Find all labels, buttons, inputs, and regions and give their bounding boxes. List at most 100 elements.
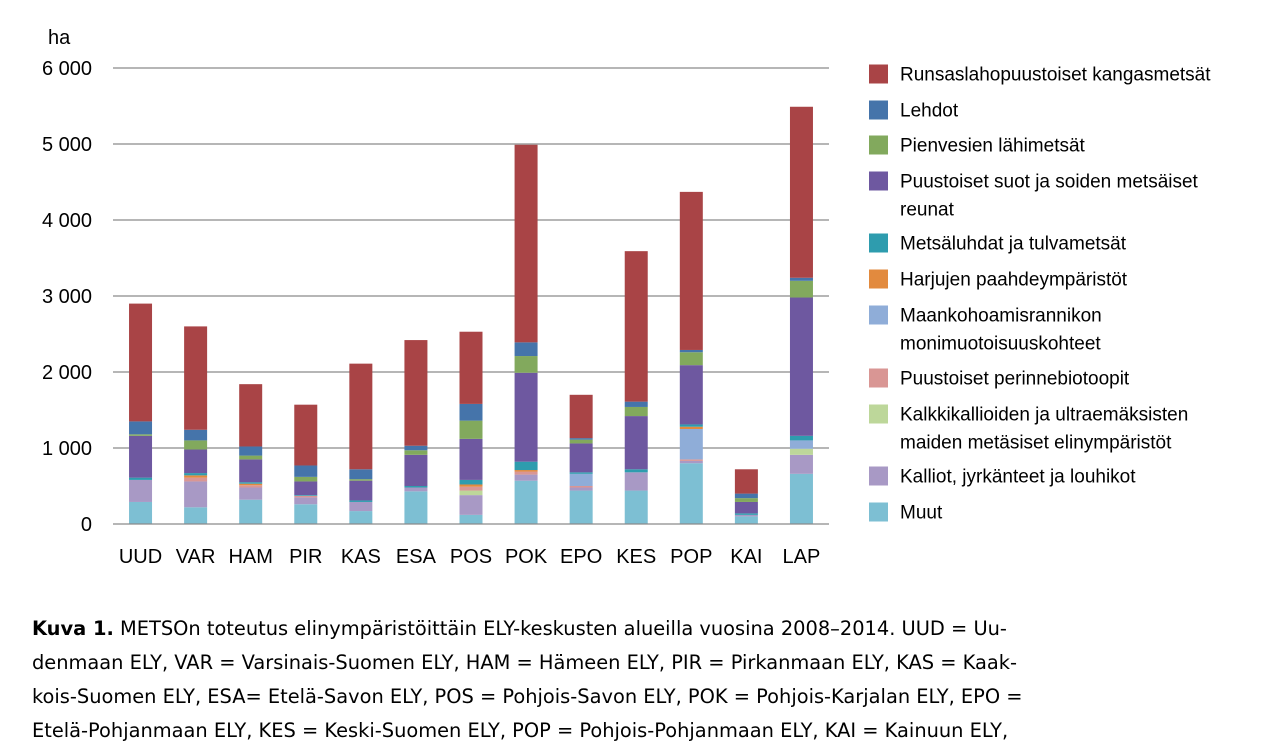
bar-segment [679, 429, 703, 460]
bar-segment [184, 477, 208, 482]
bar-segment [129, 434, 153, 436]
y-axis-ticks: 0 1 000 2 000 3 000 4 000 5 000 6 000 [42, 58, 92, 536]
bar-segment [624, 401, 648, 407]
bar-segment [129, 501, 153, 524]
bar-segment [239, 485, 263, 488]
x-tick-label: ESA [396, 546, 437, 568]
x-tick-label: LAP [783, 546, 821, 568]
bar-segment [679, 352, 703, 366]
bar-segment [184, 481, 208, 508]
bar-segment [349, 500, 373, 502]
bar-segment [679, 424, 703, 427]
bar-segment [239, 446, 263, 456]
bar-segment [789, 454, 813, 474]
bar-segment [239, 483, 263, 486]
bar-segment [239, 455, 263, 460]
legend-swatch [869, 502, 888, 522]
bar-segment [514, 470, 538, 472]
bar-segment [514, 474, 538, 481]
stacked-bar-chart: ha 0 1 000 2 000 3 000 4 000 5 000 6 000 UUD VA… [42, 27, 1211, 568]
bar-segment [294, 504, 318, 524]
bar-segment [624, 490, 648, 524]
bar-segment [789, 435, 813, 441]
bar-segment [239, 459, 263, 483]
bar-segment [789, 277, 813, 281]
legend-label: Pienvesien lähimetsät [900, 136, 1086, 157]
bar-segment [569, 439, 593, 444]
x-tick-label: VAR [176, 546, 216, 568]
y-tick-label: 6 000 [42, 58, 92, 80]
bar-segment [514, 144, 538, 343]
legend-label: Lehdot [900, 101, 959, 122]
bar-segment [349, 501, 373, 512]
bar-segment [734, 469, 758, 494]
bar-segment [679, 349, 703, 353]
y-tick-label: 2 000 [42, 362, 92, 384]
bar-segment [514, 480, 538, 524]
bar-segment [184, 326, 208, 430]
x-tick-label: POS [450, 546, 492, 568]
bar-segment [404, 491, 428, 524]
bar-segment [459, 331, 483, 404]
bar-segment [294, 465, 318, 477]
bar-segment [734, 514, 758, 517]
bar-segment [184, 475, 208, 478]
bar-segment [734, 513, 758, 515]
bar-segment [129, 435, 153, 478]
bar-segment [404, 340, 428, 446]
bar-segment [129, 303, 153, 422]
legend-swatch [869, 404, 888, 424]
bar-segment [569, 486, 593, 488]
bar-segment [294, 481, 318, 496]
x-tick-label: UUD [119, 546, 162, 568]
bar-segment [404, 486, 428, 488]
bar-segment [679, 191, 703, 350]
bar-segment [569, 443, 593, 473]
bar-segment [514, 356, 538, 373]
bar-segment [129, 479, 153, 502]
bar-segment [404, 450, 428, 455]
bar-segment [734, 516, 758, 524]
bar-segment [789, 473, 813, 524]
bar-segment [239, 384, 263, 447]
bar-segment [459, 420, 483, 439]
grid-lines [113, 67, 829, 449]
bar-segment [624, 251, 648, 402]
x-tick-label: PIR [289, 546, 322, 568]
x-axis-ticks: UUD VAR HAM PIR KAS ESA POS POK EPO KES POP KAI LAP [119, 546, 821, 568]
y-tick-label: 5 000 [42, 134, 92, 156]
legend-label: reunat [900, 200, 955, 221]
bar-segment [679, 426, 703, 429]
bar-segment [679, 365, 703, 425]
bar-segment [349, 479, 373, 481]
legend-label: Puustoiset suot ja soiden metsäiset [900, 172, 1199, 193]
legend-label: Kalkkikallioiden ja ultraemäksisten [900, 405, 1188, 426]
bar-segment [459, 479, 483, 485]
bar-segment [184, 440, 208, 450]
bar-segment [294, 495, 318, 498]
bar-segment [569, 487, 593, 491]
bar-segment [184, 473, 208, 476]
bar-segment [624, 406, 648, 417]
legend-swatch [869, 135, 888, 155]
bar-segment [404, 454, 428, 486]
bar-segment [294, 495, 318, 496]
bar-segment [459, 495, 483, 515]
legend-swatch [869, 171, 888, 191]
bar-segment [294, 404, 318, 466]
bar-segment [569, 394, 593, 439]
y-tick-label: 3 000 [42, 286, 92, 308]
bar-segment [789, 280, 813, 298]
bar-segment [569, 438, 593, 440]
legend-swatch [869, 233, 888, 253]
legend-swatch [869, 466, 888, 486]
x-tick-label: EPO [560, 546, 602, 568]
bar-segment [514, 342, 538, 357]
legend-label: Maankohoamisrannikon [900, 306, 1102, 327]
x-tick-label: POK [505, 546, 548, 568]
bar-segment [184, 429, 208, 441]
legend-swatch [869, 64, 888, 84]
legend: Runsaslahopuustoiset kangasmetsät Lehdot P… [869, 64, 1211, 524]
caption-label: Kuva 1. [32, 617, 114, 640]
legend-label: monimuotoisuuskohteet [900, 334, 1101, 355]
